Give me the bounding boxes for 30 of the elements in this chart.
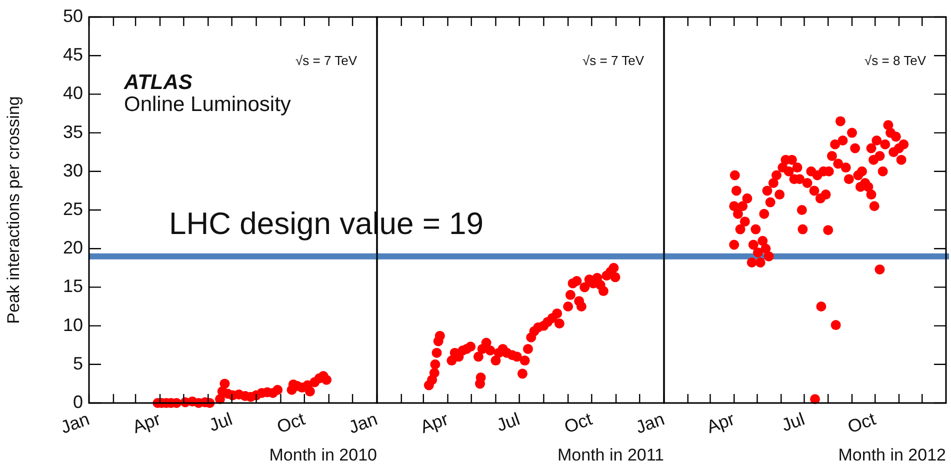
x-tick-label: Jul — [778, 408, 808, 436]
x-tick-label: Oct — [562, 408, 595, 438]
y-tick-label: 50 — [62, 6, 83, 26]
annotation: √s = 7 TeV — [582, 53, 644, 68]
x-tick-label: Oct — [274, 408, 308, 438]
annotation: Online Luminosity — [124, 93, 292, 116]
x-tick-label: Jan — [346, 408, 380, 438]
x-tick-label: Apr — [704, 408, 738, 438]
x-tick-label: Apr — [130, 408, 164, 438]
annotation: √s = 7 TeV — [296, 53, 358, 68]
x-tick-label: Apr — [418, 408, 451, 438]
x-axis-title: Month in 2010 — [269, 445, 377, 464]
y-tick-label: 5 — [72, 353, 83, 374]
y-tick-label: 15 — [62, 276, 83, 296]
y-tick-label: 35 — [62, 122, 83, 142]
y-tick-label: 40 — [62, 83, 83, 104]
y-tick-label: 10 — [62, 314, 83, 335]
y-tick-label: 30 — [62, 160, 83, 180]
x-tick-label: Oct — [845, 408, 878, 438]
x-tick-label: Jul — [206, 408, 235, 436]
y-tick-label: 25 — [62, 198, 83, 219]
x-axis-title: Month in 2011 — [558, 445, 664, 464]
x-axis-title: Month in 2012 — [838, 445, 946, 464]
annotation: √s = 8 TeV — [864, 53, 926, 68]
annotation: ATLAS — [123, 71, 192, 94]
x-tick-label: Jul — [494, 408, 522, 436]
y-tick-label: 45 — [62, 44, 83, 65]
x-tick-label: Jan — [632, 408, 668, 438]
y-tick-label: 20 — [62, 238, 83, 258]
y-axis-title: Peak interactions per crossing — [4, 96, 23, 324]
